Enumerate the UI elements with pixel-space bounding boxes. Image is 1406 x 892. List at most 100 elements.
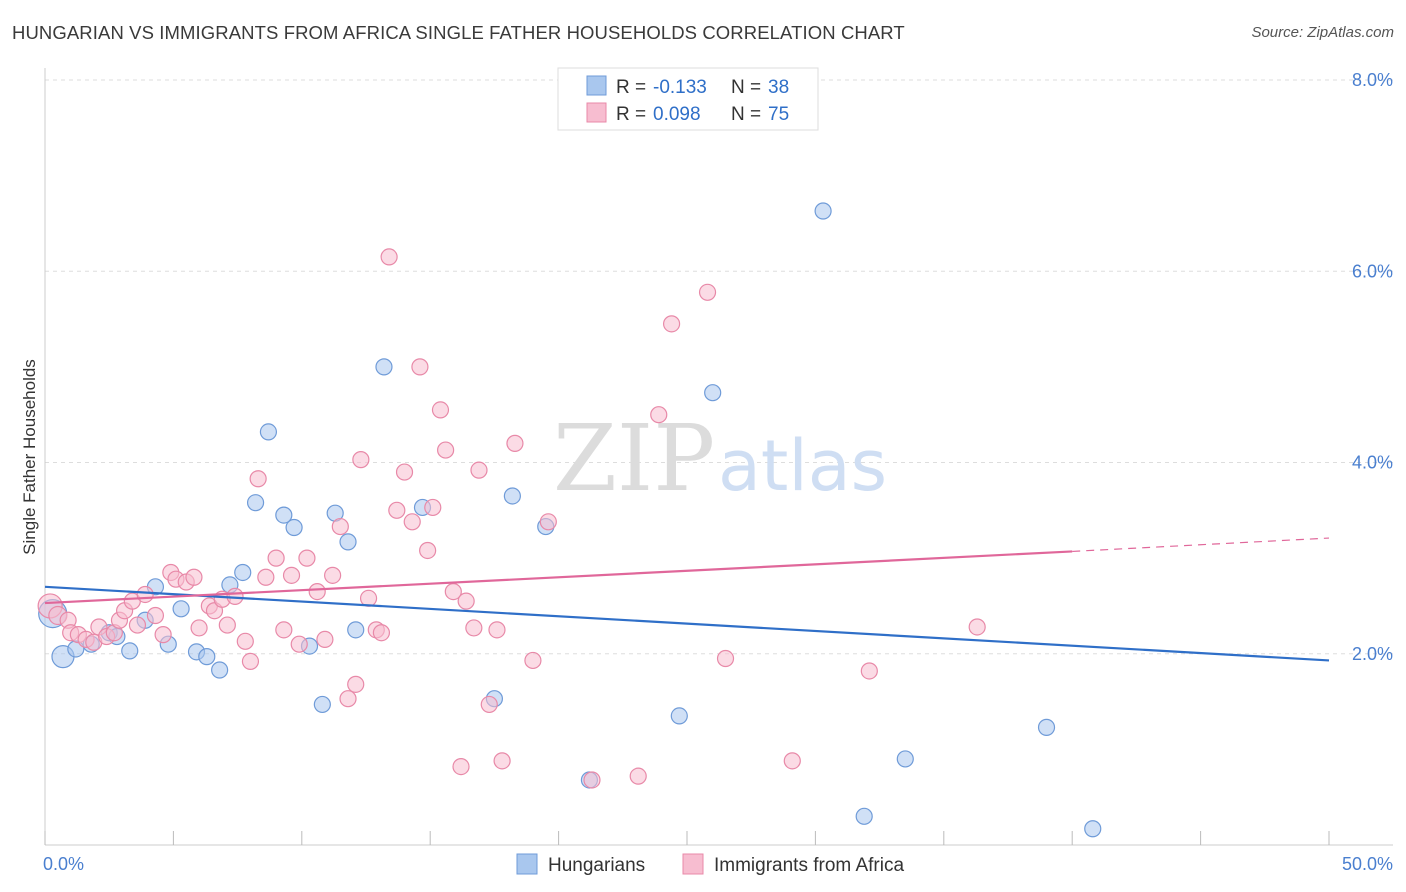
trend-line-hungarians: [44, 585, 1330, 662]
data-point: [506, 434, 524, 452]
data-point: [457, 592, 475, 610]
data-point: [783, 752, 801, 770]
legend-n-label-africa: N =: [731, 104, 761, 125]
data-point: [308, 582, 326, 601]
data-point: [372, 624, 391, 642]
data-point: [275, 621, 293, 639]
data-point: [246, 494, 265, 512]
data-point: [282, 566, 301, 584]
data-point: [1037, 718, 1056, 736]
legend-top: R = -0.133 N = 38 R = 0.098 N = 75: [557, 67, 819, 131]
data-point: [395, 463, 414, 481]
legend-n-value-africa: 75: [768, 104, 789, 125]
data-point: [259, 423, 278, 441]
legend-r-label-hungarians: R =: [616, 77, 646, 98]
data-point: [236, 632, 254, 650]
watermark-zip: ZIP: [553, 405, 715, 512]
data-point: [493, 752, 511, 770]
data-point: [324, 566, 342, 584]
data-point: [316, 630, 334, 649]
data-point: [257, 568, 275, 586]
legend-n-label-hungarians: N =: [731, 77, 761, 98]
data-point: [539, 513, 557, 531]
data-point: [121, 642, 139, 660]
legend-bottom-swatch-hungarians: [516, 853, 538, 875]
chart-title: HUNGARIAN VS IMMIGRANTS FROM AFRICA SING…: [12, 22, 905, 43]
data-point: [211, 661, 229, 679]
data-point: [313, 695, 331, 714]
y-tick-label: 2.0%: [1352, 644, 1393, 664]
data-point: [488, 621, 506, 639]
data-point: [968, 618, 986, 636]
data-point: [136, 585, 154, 604]
data-point: [452, 757, 470, 776]
data-point: [298, 549, 316, 567]
data-point: [465, 619, 483, 637]
legend-r-value-hungarians: -0.133: [653, 77, 707, 98]
data-point: [339, 533, 357, 551]
series-hungarians: [38, 202, 1102, 838]
data-point: [241, 652, 260, 671]
series-immigrants-from-africa: [37, 248, 986, 789]
legend-bottom-label-hungarians: Hungarians: [548, 855, 645, 876]
axes: [44, 68, 1393, 846]
data-point: [629, 767, 647, 785]
data-point: [190, 619, 208, 637]
data-point: [249, 470, 267, 488]
data-point: [267, 549, 285, 567]
data-point: [503, 487, 521, 505]
data-point: [154, 626, 172, 644]
data-point: [470, 461, 488, 479]
x-tick-label-max: 50.0%: [1342, 854, 1393, 874]
y-axis-label: Single Father Households: [20, 359, 39, 555]
data-point: [1084, 820, 1102, 838]
legend-swatch-africa: [586, 102, 607, 123]
data-point: [339, 690, 357, 708]
watermark: ZIP atlas: [553, 405, 887, 512]
data-point: [347, 621, 365, 639]
legend-swatch-hungarians: [586, 75, 607, 96]
trend-line-immigrants-from-africa: [44, 550, 1073, 605]
data-point: [480, 695, 498, 714]
legend-n-value-hungarians: 38: [768, 77, 789, 98]
y-tick-labels: 2.0% 4.0% 6.0% 8.0%: [1352, 70, 1393, 664]
data-point: [411, 358, 429, 376]
data-point: [716, 649, 735, 668]
legend-bottom-swatch-africa: [682, 853, 704, 875]
data-point: [198, 648, 216, 666]
x-tick-label-min: 0.0%: [43, 854, 84, 874]
data-point: [855, 807, 873, 825]
data-point: [375, 358, 393, 376]
data-point: [234, 563, 252, 582]
data-point: [419, 541, 437, 560]
data-point: [218, 616, 236, 634]
source-label: Source: ZipAtlas.com: [1251, 24, 1394, 41]
data-point: [285, 518, 303, 537]
data-point: [650, 406, 668, 424]
y-tick-label: 6.0%: [1352, 261, 1393, 281]
data-point: [347, 675, 365, 693]
data-point: [146, 606, 165, 625]
data-point: [275, 506, 293, 524]
legend-bottom-label-africa: Immigrants from Africa: [714, 855, 904, 876]
legend-r-value-africa: 0.098: [653, 104, 701, 125]
data-point: [670, 707, 688, 725]
y-tick-label: 8.0%: [1352, 70, 1393, 90]
data-point: [128, 616, 147, 634]
data-point: [662, 315, 681, 333]
data-point: [185, 568, 203, 586]
data-point: [388, 501, 406, 519]
data-point: [331, 517, 349, 536]
data-point: [352, 451, 370, 469]
data-point: [359, 589, 378, 607]
legend-bottom: Hungarians Immigrants from Africa: [516, 853, 904, 876]
data-point: [704, 384, 722, 402]
trend-line-dashed-immigrants-from-africa: [1072, 537, 1330, 553]
data-point: [814, 202, 832, 220]
data-point: [380, 248, 398, 266]
x-ticks: [44, 831, 1330, 845]
trend-lines: [44, 537, 1330, 662]
legend-r-label-africa: R =: [616, 104, 646, 125]
data-point: [172, 600, 190, 618]
